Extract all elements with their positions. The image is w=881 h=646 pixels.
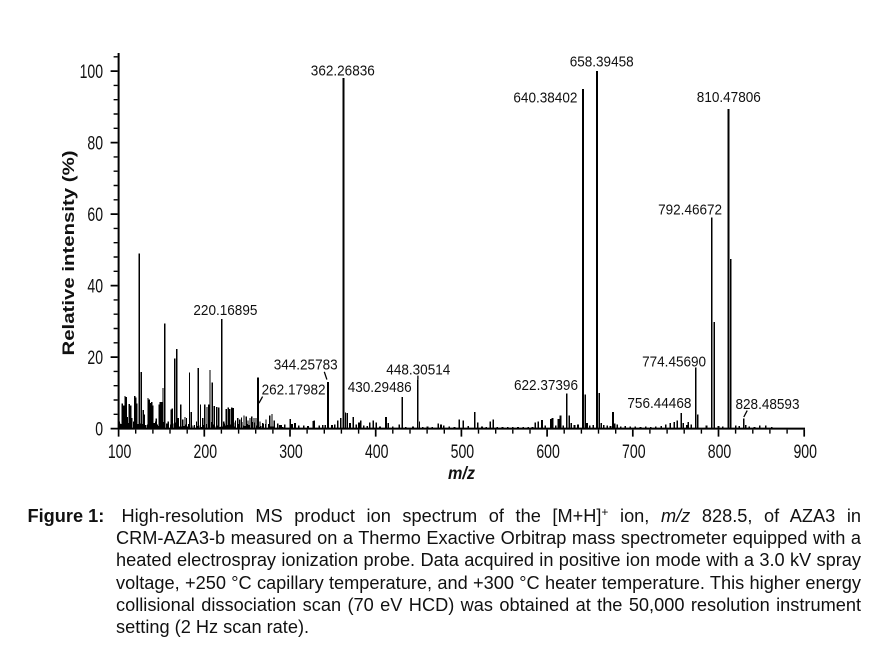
svg-text:20: 20 xyxy=(87,348,103,369)
svg-text:Relative intensity (%): Relative intensity (%) xyxy=(60,151,78,356)
svg-text:658.39458: 658.39458 xyxy=(570,54,634,70)
svg-text:640.38402: 640.38402 xyxy=(513,91,577,107)
svg-text:300: 300 xyxy=(279,442,303,463)
svg-text:80: 80 xyxy=(87,134,103,155)
svg-text:430.29486: 430.29486 xyxy=(348,380,412,396)
svg-text:448.30514: 448.30514 xyxy=(386,362,450,378)
svg-text:756.44468: 756.44468 xyxy=(627,396,691,412)
svg-text:500: 500 xyxy=(451,442,475,463)
svg-text:262.17982: 262.17982 xyxy=(262,383,326,399)
svg-text:810.47806: 810.47806 xyxy=(697,90,761,106)
svg-text:362.26836: 362.26836 xyxy=(311,64,375,80)
svg-text:622.37396: 622.37396 xyxy=(514,378,578,394)
svg-text:100: 100 xyxy=(108,442,132,463)
svg-text:700: 700 xyxy=(622,442,646,463)
svg-text:800: 800 xyxy=(708,442,732,463)
svg-text:60: 60 xyxy=(87,205,103,226)
svg-text:900: 900 xyxy=(793,442,817,463)
svg-text:40: 40 xyxy=(87,277,103,298)
svg-text:m/z: m/z xyxy=(448,463,475,483)
svg-text:774.45690: 774.45690 xyxy=(642,355,706,371)
svg-text:0: 0 xyxy=(95,420,103,441)
svg-text:200: 200 xyxy=(194,442,218,463)
svg-text:220.16895: 220.16895 xyxy=(193,303,257,319)
svg-text:400: 400 xyxy=(365,442,389,463)
svg-text:828.48593: 828.48593 xyxy=(736,397,800,413)
svg-text:600: 600 xyxy=(536,442,560,463)
svg-text:792.46672: 792.46672 xyxy=(658,203,722,219)
svg-text:344.25783: 344.25783 xyxy=(274,357,338,373)
svg-text:100: 100 xyxy=(80,62,103,83)
